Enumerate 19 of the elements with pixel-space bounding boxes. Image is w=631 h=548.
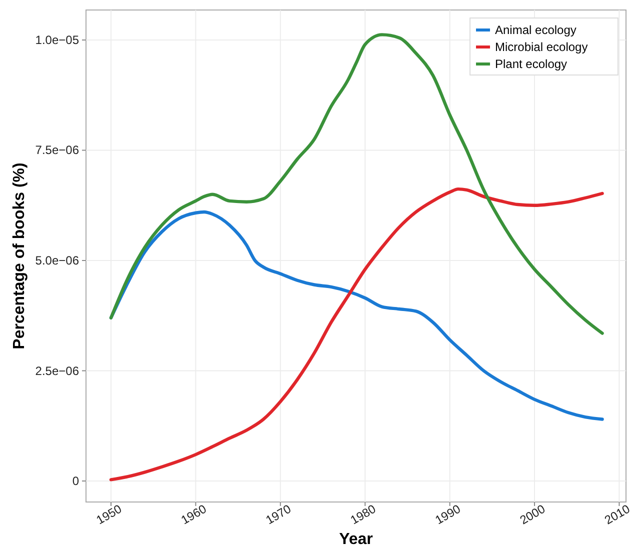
x-tick-label: 1970 [263,502,294,528]
x-tick-label: 1950 [94,502,124,528]
x-tick-label: 2000 [517,502,548,528]
x-axis-title: Year [339,531,373,548]
line-series [109,210,604,421]
x-tick-label: 1990 [432,502,464,528]
y-axis-title: Percentage of books (%) [11,162,28,350]
y-tick-label: 7.5e−06 [35,143,80,158]
x-tick-label: 1980 [348,502,378,528]
y-tick-label: 5.0e−06 [35,254,80,268]
x-tick-label: 2010 [602,502,631,528]
y-tick-label: 1.0e−05 [35,32,80,47]
y-tick-label: 2.5e−06 [35,364,80,378]
legend-label: Animal ecology [495,23,576,37]
legend-label: Microbial ecology [495,40,588,54]
legend-label: Plant ecology [495,57,568,71]
line-series [109,187,604,482]
x-tick-label: 1960 [178,502,210,528]
y-tick-label: 0 [72,474,80,488]
